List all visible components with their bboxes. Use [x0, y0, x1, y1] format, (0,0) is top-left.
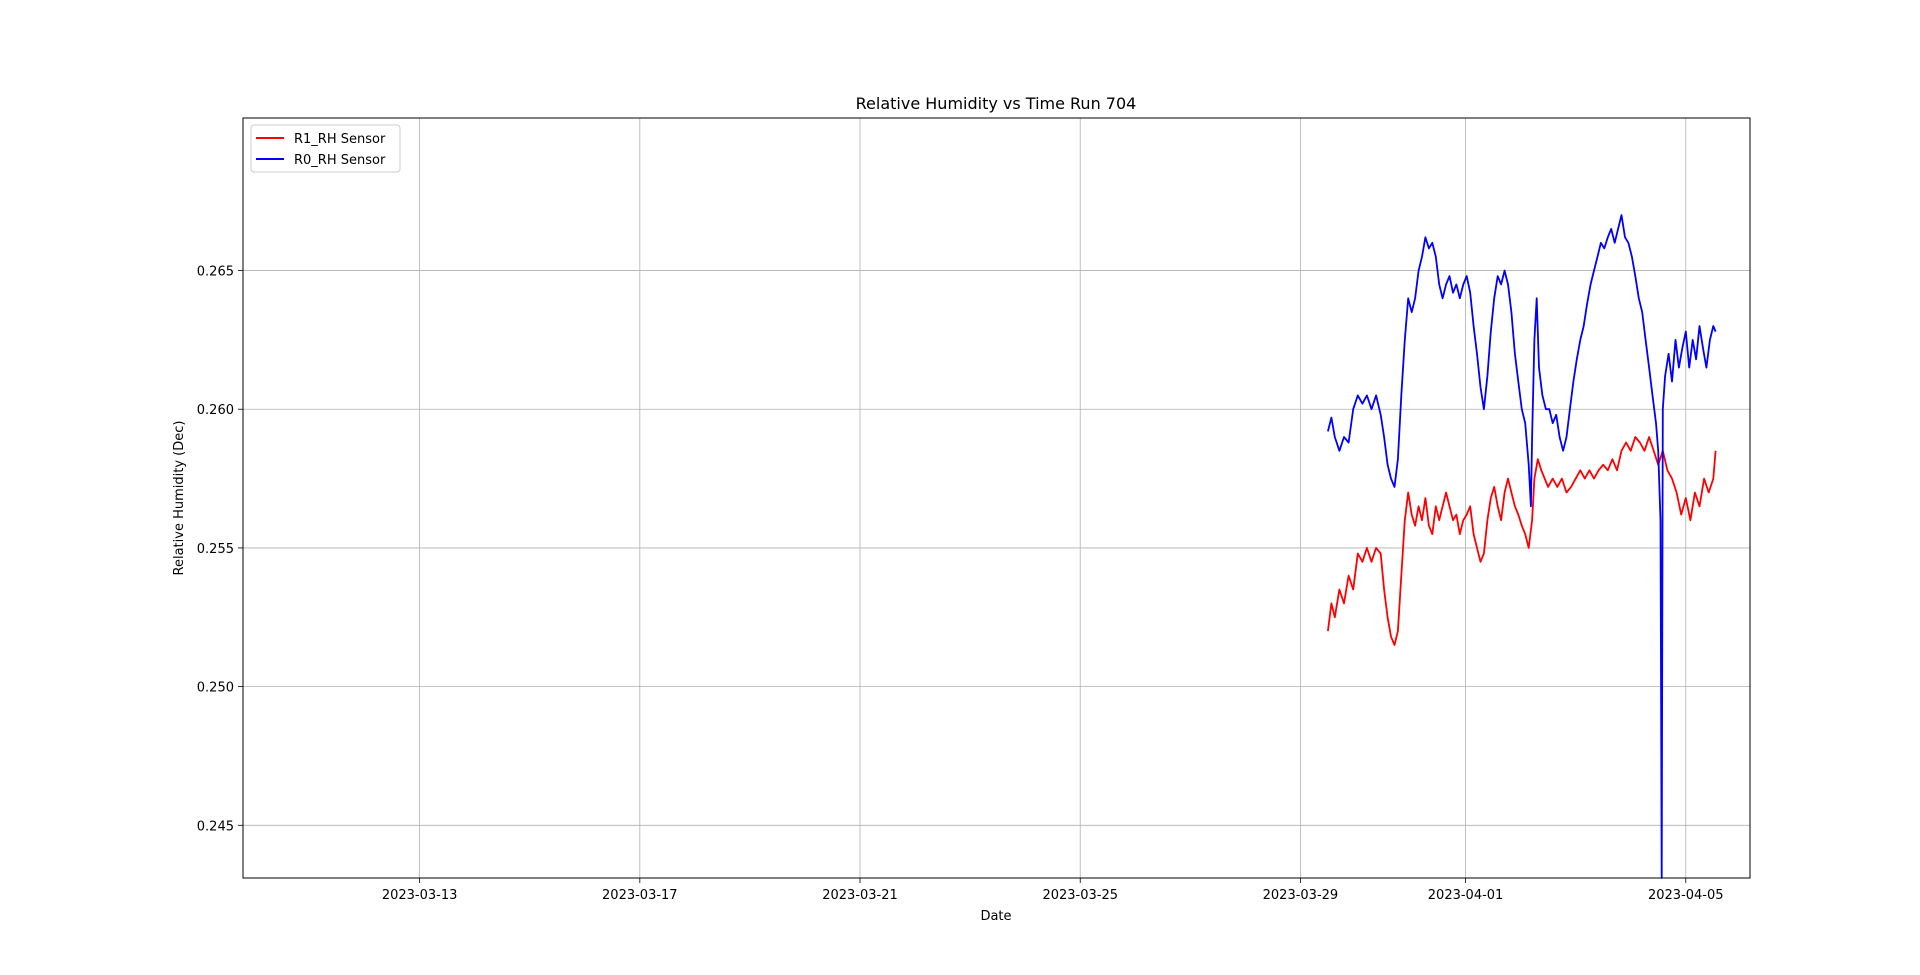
x-tick-label: 2023-04-01: [1428, 888, 1504, 903]
series-line-r1: [1327, 436, 1717, 646]
y-tick-label: 0.245: [197, 819, 234, 834]
y-tick-label: 0.265: [197, 265, 234, 280]
x-tick-label: 2023-03-25: [1042, 888, 1118, 903]
y-tick-label: 0.260: [197, 403, 234, 418]
plot-frame: [242, 117, 1751, 879]
x-tick-label: 2023-03-13: [382, 888, 458, 903]
x-axis-title: Date: [980, 909, 1011, 924]
legend-label-r1: R1_RH Sensor: [294, 132, 386, 147]
legend-label-r0: R0_RH Sensor: [294, 153, 386, 168]
y-tick-label: 0.255: [197, 542, 234, 557]
x-tick-label: 2023-03-21: [822, 888, 898, 903]
chart-title: Relative Humidity vs Time Run 704: [856, 94, 1137, 113]
x-tick-label: 2023-03-17: [602, 888, 678, 903]
series-line-r0: [1327, 214, 1717, 879]
x-tick-label: 2023-04-05: [1648, 888, 1724, 903]
legend-box: [250, 124, 401, 173]
x-tick-label: 2023-03-29: [1263, 888, 1339, 903]
grid: [243, 118, 1750, 878]
legend: R1_RH Sensor R0_RH Sensor: [250, 124, 401, 173]
ticks: 2023-03-13 2023-03-17 2023-03-21 2023-03-25…: [197, 265, 1724, 903]
series-lines: [1327, 214, 1717, 879]
y-tick-label: 0.250: [197, 681, 234, 696]
y-axis-title: Relative Humidity (Dec): [172, 421, 187, 576]
